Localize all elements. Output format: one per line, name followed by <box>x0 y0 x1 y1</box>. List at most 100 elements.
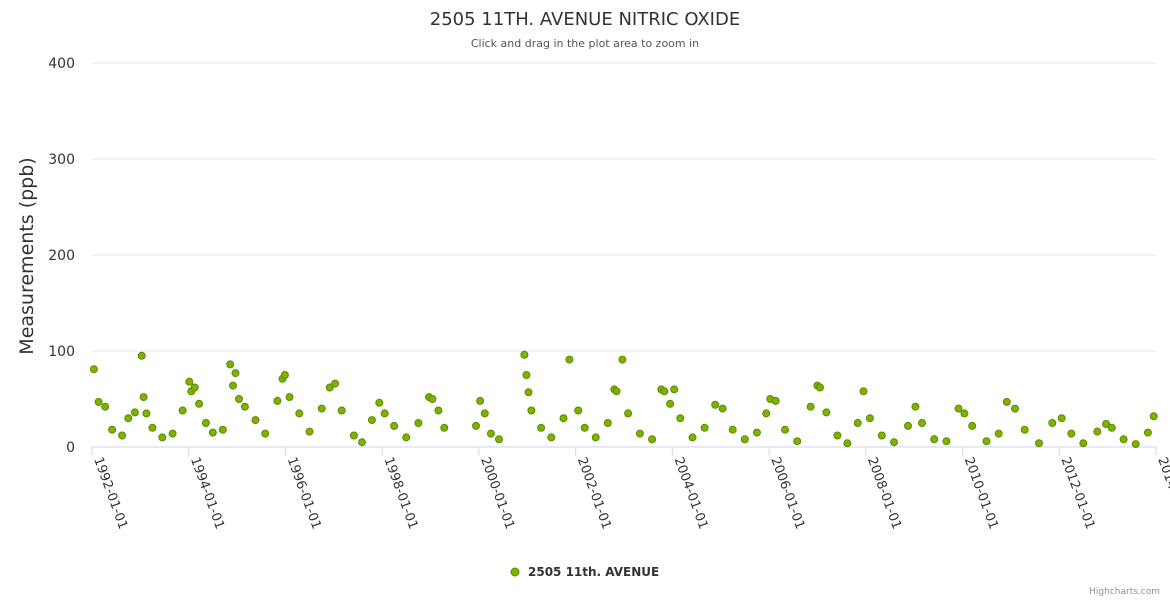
data-point[interactable] <box>982 437 991 446</box>
data-point[interactable] <box>635 429 644 438</box>
data-point[interactable] <box>1149 412 1158 421</box>
data-point[interactable] <box>185 377 194 386</box>
data-point[interactable] <box>240 402 249 411</box>
data-point[interactable] <box>524 388 533 397</box>
data-point[interactable] <box>522 371 531 379</box>
data-point[interactable] <box>139 393 148 402</box>
data-point[interactable] <box>337 406 346 415</box>
data-point[interactable] <box>718 404 727 413</box>
credits-link[interactable]: Highcharts.com <box>1089 587 1160 597</box>
data-point[interactable] <box>877 431 886 440</box>
data-point[interactable] <box>1067 429 1076 438</box>
data-point[interactable] <box>660 387 669 396</box>
data-point[interactable] <box>1143 428 1152 437</box>
data-point[interactable] <box>752 428 761 437</box>
data-point[interactable] <box>648 435 657 444</box>
data-point[interactable] <box>833 431 842 440</box>
data-point[interactable] <box>486 429 495 438</box>
data-point[interactable] <box>305 427 314 436</box>
data-point[interactable] <box>793 437 802 446</box>
data-point[interactable] <box>101 402 110 411</box>
data-point[interactable] <box>816 383 824 392</box>
data-point[interactable] <box>168 429 177 438</box>
data-point[interactable] <box>728 425 737 434</box>
data-point[interactable] <box>94 397 103 406</box>
data-point[interactable] <box>358 438 366 447</box>
data-point[interactable] <box>148 423 157 432</box>
data-point[interactable] <box>942 437 951 446</box>
data-point[interactable] <box>440 423 449 432</box>
data-point[interactable] <box>890 438 898 447</box>
data-point[interactable] <box>624 409 633 418</box>
data-point[interactable] <box>762 409 771 418</box>
series-points[interactable] <box>89 350 1158 449</box>
data-point[interactable] <box>1002 397 1011 406</box>
data-point[interactable] <box>711 400 720 409</box>
data-point[interactable] <box>740 435 749 444</box>
data-point[interactable] <box>1057 414 1066 423</box>
data-point[interactable] <box>118 431 127 440</box>
data-point[interactable] <box>612 387 621 396</box>
data-point[interactable] <box>158 433 167 442</box>
data-point[interactable] <box>904 421 912 430</box>
data-point[interactable] <box>618 355 627 364</box>
data-point[interactable] <box>547 433 556 442</box>
data-point[interactable] <box>771 396 780 405</box>
data-point[interactable] <box>911 402 920 411</box>
data-point[interactable] <box>1048 419 1057 427</box>
data-point[interactable] <box>349 431 358 440</box>
data-point[interactable] <box>108 425 117 434</box>
data-point[interactable] <box>137 351 146 360</box>
data-point[interactable] <box>591 433 600 442</box>
data-point[interactable] <box>574 406 583 415</box>
data-point[interactable] <box>865 414 874 423</box>
data-point[interactable] <box>994 429 1003 438</box>
data-point[interactable] <box>960 409 969 418</box>
data-point[interactable] <box>859 387 868 396</box>
data-point[interactable] <box>480 409 489 418</box>
data-point[interactable] <box>476 396 485 405</box>
data-point[interactable] <box>806 402 815 411</box>
data-point[interactable] <box>954 404 963 413</box>
data-point[interactable] <box>178 406 187 415</box>
data-point[interactable] <box>1035 439 1043 448</box>
data-point[interactable] <box>822 408 831 417</box>
data-point[interactable] <box>367 416 376 425</box>
data-point[interactable] <box>603 419 612 427</box>
data-point[interactable] <box>331 379 340 388</box>
data-point[interactable] <box>1102 420 1111 428</box>
data-point[interactable] <box>380 409 389 418</box>
data-point[interactable] <box>666 399 675 408</box>
legend[interactable]: 2505 11th. AVENUE <box>510 565 659 579</box>
data-point[interactable] <box>130 408 139 417</box>
data-point[interactable] <box>226 360 235 369</box>
data-point[interactable] <box>201 419 210 427</box>
data-point[interactable] <box>375 398 384 407</box>
data-point[interactable] <box>273 396 282 405</box>
data-point[interactable] <box>390 421 399 430</box>
data-point[interactable] <box>208 428 217 437</box>
data-point[interactable] <box>325 383 334 392</box>
data-point[interactable] <box>235 395 243 403</box>
data-point[interactable] <box>414 419 423 427</box>
legend-marker-icon[interactable] <box>510 567 520 577</box>
data-point[interactable] <box>1020 425 1029 434</box>
data-point[interactable] <box>670 385 679 394</box>
data-point[interactable] <box>843 439 852 448</box>
data-point[interactable] <box>580 423 589 432</box>
data-point[interactable] <box>968 421 977 430</box>
data-point[interactable] <box>124 414 133 423</box>
data-point[interactable] <box>229 381 237 390</box>
data-point[interactable] <box>853 419 862 427</box>
data-point[interactable] <box>472 421 480 430</box>
data-point[interactable] <box>1079 439 1088 448</box>
data-point[interactable] <box>280 371 289 379</box>
data-point[interactable] <box>317 404 326 413</box>
data-point[interactable] <box>434 406 443 415</box>
data-point[interactable] <box>1107 423 1116 432</box>
data-point[interactable] <box>1119 435 1128 444</box>
data-point[interactable] <box>559 414 568 423</box>
data-point[interactable] <box>781 425 789 434</box>
data-point[interactable] <box>195 399 204 408</box>
data-point[interactable] <box>285 393 294 402</box>
